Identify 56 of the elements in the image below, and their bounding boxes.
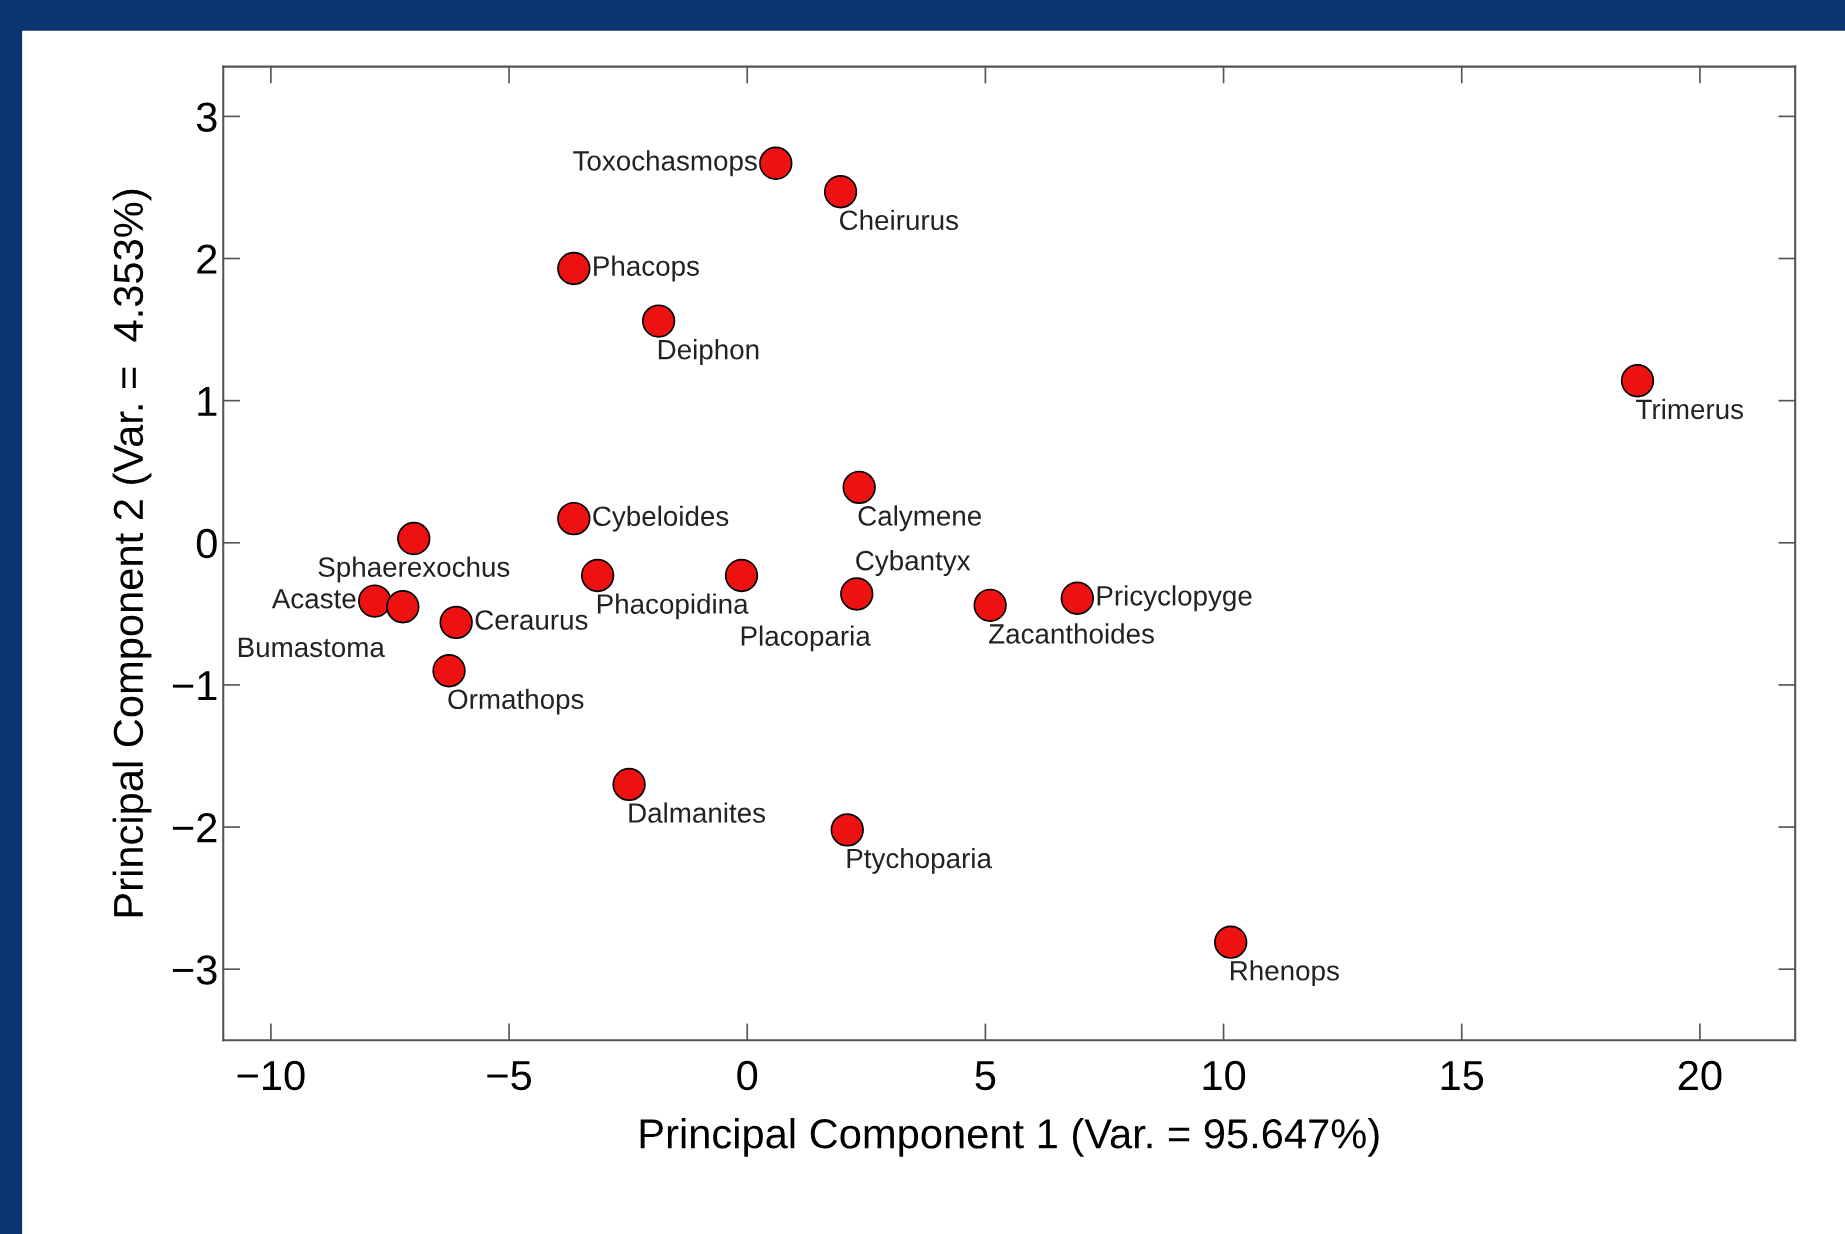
point bbox=[842, 470, 876, 505]
annotation: Cybantyx bbox=[856, 550, 971, 576]
y-tick-label: 3 bbox=[196, 102, 217, 132]
y-tick-label: −1 bbox=[172, 671, 217, 701]
y-tick-label: 0 bbox=[196, 528, 217, 559]
annotation: Pricyclopyge bbox=[1097, 585, 1252, 612]
annotation: Toxochasmops bbox=[573, 150, 757, 177]
point bbox=[557, 501, 591, 536]
x-tick-label: 0 bbox=[737, 1060, 758, 1091]
point bbox=[612, 767, 646, 802]
y-axis-title: Principal Component 2 (Var. = 4.353%) bbox=[112, 189, 152, 917]
point bbox=[759, 146, 793, 180]
annotation: Ptychoparia bbox=[847, 847, 992, 874]
x-tick-label: 5 bbox=[975, 1061, 996, 1091]
point bbox=[724, 558, 759, 593]
point bbox=[830, 813, 864, 847]
point bbox=[439, 605, 473, 640]
point bbox=[397, 521, 431, 556]
annotation: Calymene bbox=[858, 505, 981, 532]
annotation: Trimerus bbox=[1636, 398, 1744, 420]
annotation: Ormathops bbox=[448, 688, 584, 715]
point bbox=[973, 588, 1007, 622]
annotation: Phacops bbox=[594, 255, 699, 282]
point bbox=[823, 175, 858, 209]
point bbox=[840, 577, 874, 611]
point bbox=[1060, 581, 1095, 615]
x-tick-label: −10 bbox=[237, 1060, 305, 1091]
point bbox=[432, 654, 466, 688]
annotation: Acaste bbox=[271, 589, 356, 609]
annotation: Cheirurus bbox=[840, 209, 958, 231]
x-axis-title: Principal Component 1 (Var. = 95.647%) bbox=[640, 1117, 1379, 1157]
y-tick-label: 1 bbox=[198, 387, 217, 416]
annotation: Dalmanites bbox=[629, 802, 766, 823]
annotation: Rhenops bbox=[1230, 960, 1339, 987]
annotation: Cybeloides bbox=[593, 505, 729, 532]
annotation: Placoparia bbox=[741, 625, 871, 652]
x-tick-label: −5 bbox=[487, 1061, 532, 1091]
point bbox=[1214, 925, 1248, 959]
x-tick-label: 10 bbox=[1203, 1060, 1246, 1091]
point bbox=[386, 590, 420, 624]
point bbox=[580, 558, 615, 593]
y-tick-label: −3 bbox=[172, 955, 217, 985]
y-tick-label: 2 bbox=[197, 244, 217, 274]
point bbox=[641, 304, 676, 338]
y-tick-label: −2 bbox=[172, 813, 217, 843]
point bbox=[557, 251, 591, 286]
annotation: Bumastoma bbox=[238, 637, 385, 658]
point bbox=[358, 584, 392, 618]
annotation: Zacanthoides bbox=[989, 623, 1154, 644]
annotation: Deiphon bbox=[658, 339, 759, 365]
x-tick-label: 20 bbox=[1678, 1060, 1722, 1091]
annotation: Sphaerexochus bbox=[318, 556, 510, 583]
point bbox=[1620, 364, 1655, 398]
annotation: Ceraurus bbox=[475, 610, 588, 630]
x-tick-label: 15 bbox=[1441, 1061, 1484, 1091]
annotation: Phacopidina bbox=[597, 593, 749, 620]
